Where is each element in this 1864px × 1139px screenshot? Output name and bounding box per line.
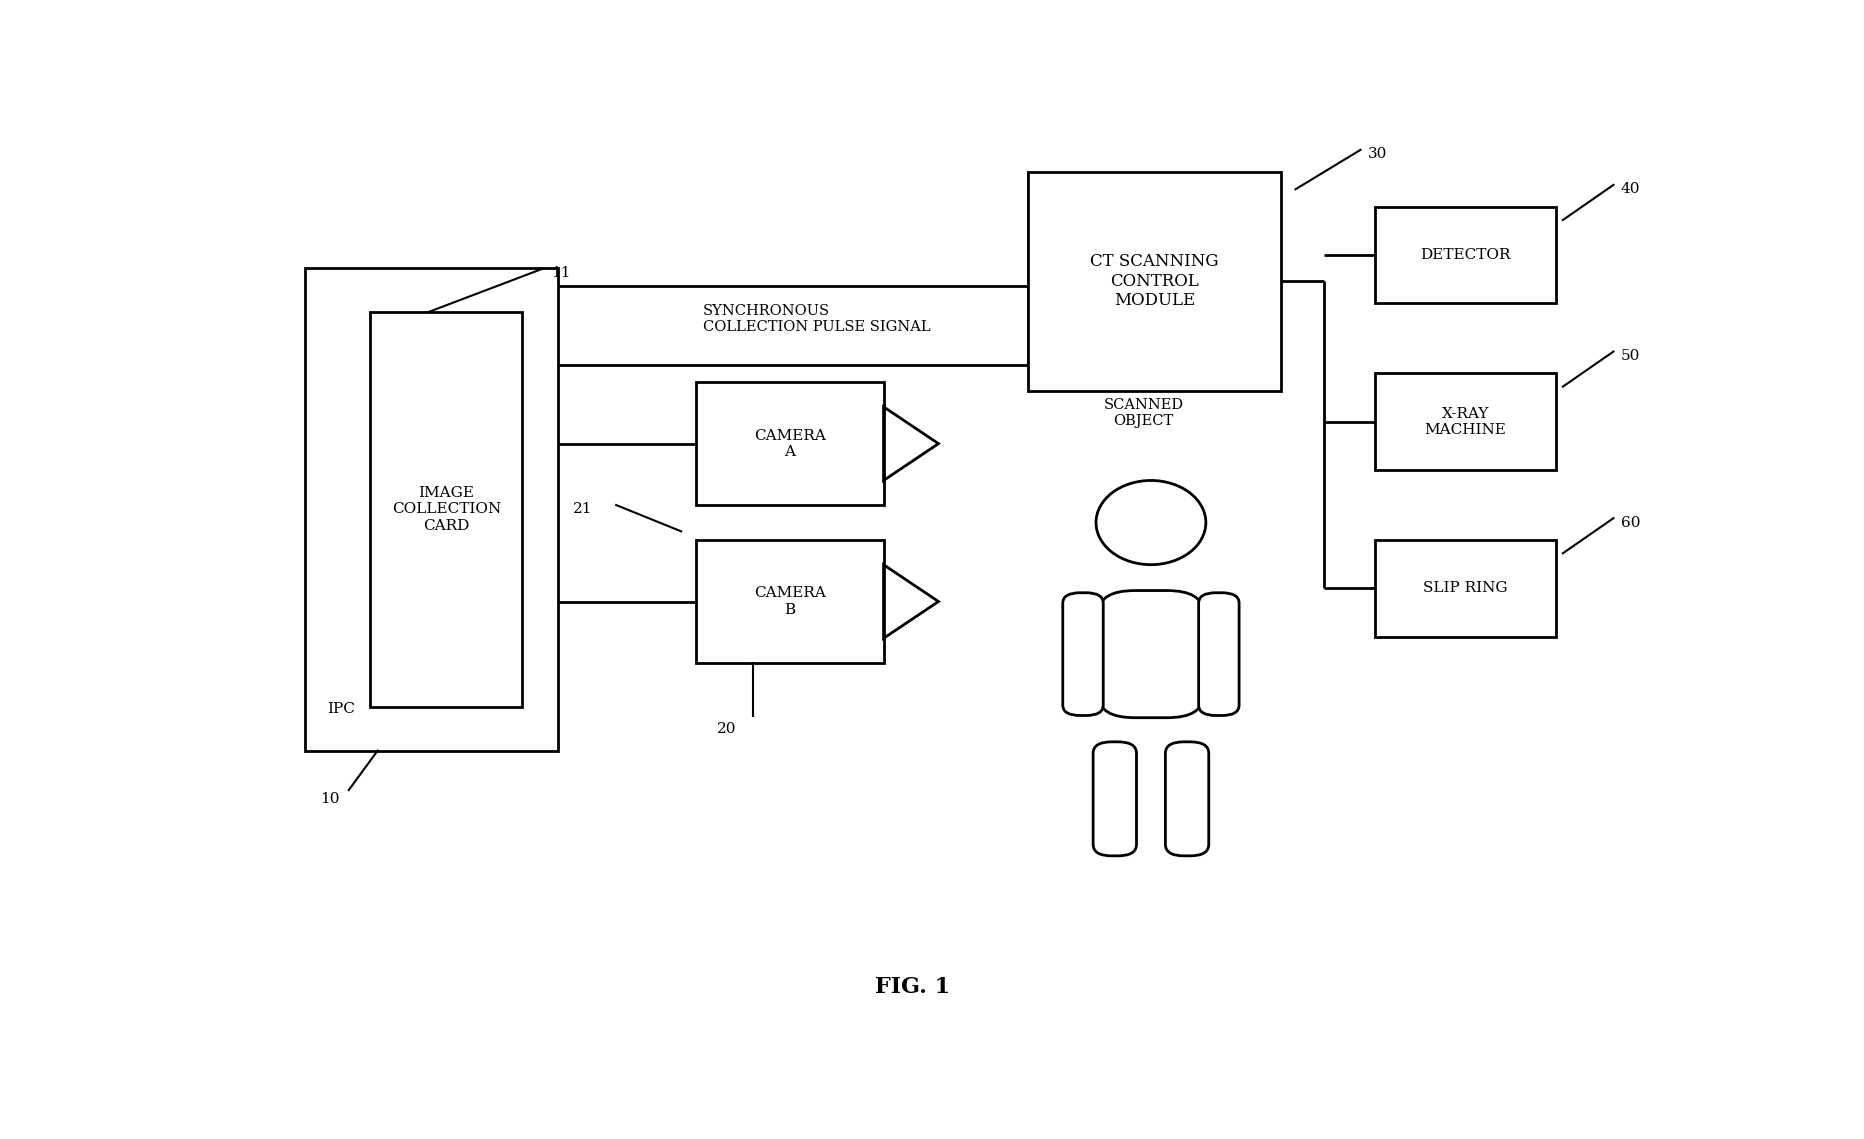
FancyBboxPatch shape xyxy=(1062,592,1103,715)
Text: CAMERA
B: CAMERA B xyxy=(753,587,826,616)
Text: 20: 20 xyxy=(718,722,736,736)
FancyBboxPatch shape xyxy=(1374,374,1555,470)
FancyBboxPatch shape xyxy=(1027,172,1281,391)
Text: SLIP RING: SLIP RING xyxy=(1422,581,1506,596)
Text: IPC: IPC xyxy=(326,702,354,715)
Text: DETECTOR: DETECTOR xyxy=(1419,248,1510,262)
FancyBboxPatch shape xyxy=(1199,592,1238,715)
Text: IMAGE
COLLECTION
CARD: IMAGE COLLECTION CARD xyxy=(391,486,501,533)
Text: 30: 30 xyxy=(1366,147,1387,162)
FancyBboxPatch shape xyxy=(1098,590,1202,718)
FancyBboxPatch shape xyxy=(695,540,884,663)
Text: 10: 10 xyxy=(321,792,339,805)
Text: X-RAY
MACHINE: X-RAY MACHINE xyxy=(1424,407,1506,437)
Text: CT SCANNING
CONTROL
MODULE: CT SCANNING CONTROL MODULE xyxy=(1090,253,1219,310)
FancyBboxPatch shape xyxy=(1092,741,1135,855)
Text: 60: 60 xyxy=(1620,516,1638,530)
FancyBboxPatch shape xyxy=(1374,540,1555,637)
FancyBboxPatch shape xyxy=(695,383,884,505)
Text: 11: 11 xyxy=(552,265,570,279)
FancyBboxPatch shape xyxy=(371,312,522,706)
Text: SYNCHRONOUS
COLLECTION PULSE SIGNAL: SYNCHRONOUS COLLECTION PULSE SIGNAL xyxy=(703,304,930,334)
Text: CAMERA
A: CAMERA A xyxy=(753,428,826,459)
Text: SCANNED
OBJECT: SCANNED OBJECT xyxy=(1103,398,1184,428)
Text: 21: 21 xyxy=(572,502,593,516)
FancyBboxPatch shape xyxy=(306,269,557,751)
Text: 50: 50 xyxy=(1620,349,1638,363)
FancyBboxPatch shape xyxy=(1374,207,1555,303)
FancyBboxPatch shape xyxy=(1165,741,1208,855)
Text: FIG. 1: FIG. 1 xyxy=(874,976,949,999)
Text: 40: 40 xyxy=(1620,182,1638,196)
